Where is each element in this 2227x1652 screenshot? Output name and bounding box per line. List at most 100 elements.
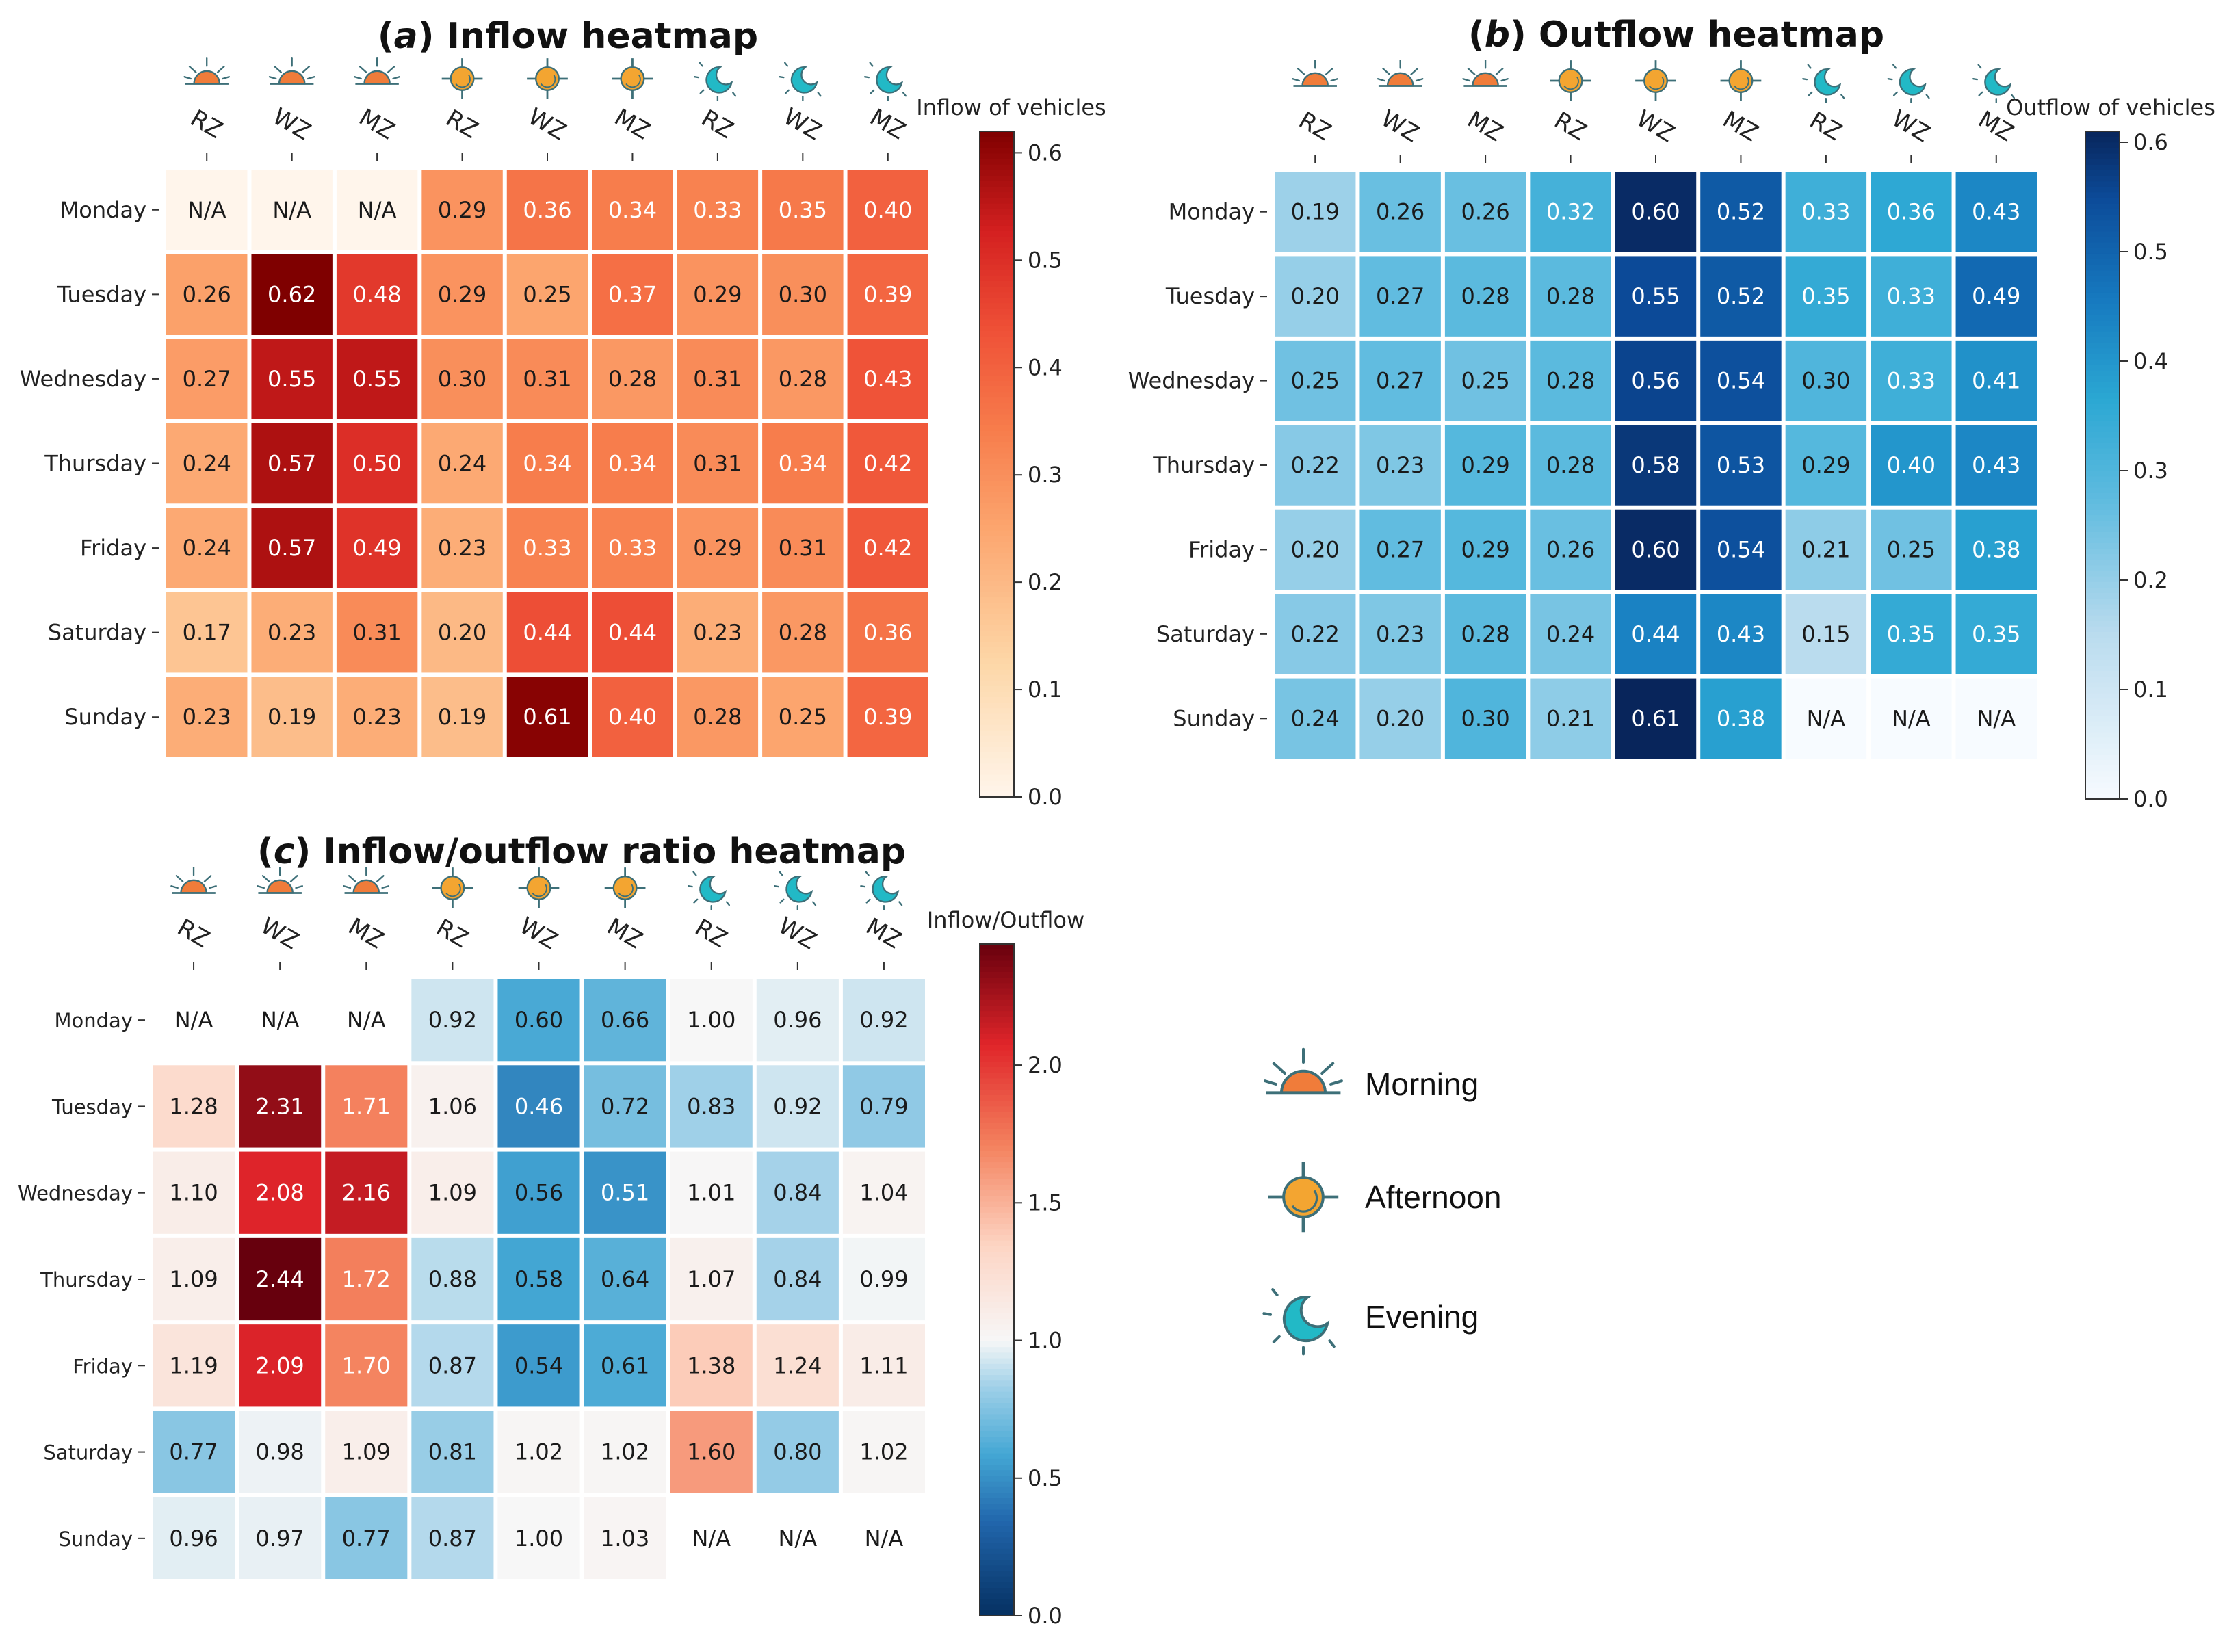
heatmap-cell (1530, 340, 1611, 421)
cell-value: 0.15 (1801, 621, 1850, 647)
cell-value: 0.34 (608, 451, 657, 477)
cell-value: 0.24 (1291, 705, 1340, 731)
sun-shade (1734, 76, 1749, 90)
heatmap-cell (1275, 256, 1356, 337)
heatmap-cell (1955, 340, 2037, 421)
colorbar-step (980, 1565, 1014, 1572)
colorbar-step (2085, 615, 2120, 622)
colorbar-step (2085, 515, 2120, 522)
heatmap-cell (166, 592, 248, 673)
row-label: Thursday (40, 1268, 133, 1292)
colorbar-step (980, 358, 1014, 365)
heatmap-cell (1785, 172, 1867, 252)
heatmap-cell (1955, 256, 2037, 337)
cell-value: 0.21 (1546, 705, 1595, 731)
colorbar-step (980, 680, 1014, 687)
colorbar-step (980, 1504, 1014, 1510)
colorbar-step (980, 1017, 1014, 1023)
cell-value: 0.23 (693, 620, 742, 646)
cell-value: 0.25 (523, 281, 571, 307)
colorbar-step (2085, 576, 2120, 583)
moon-tick (774, 885, 780, 888)
colorbar-step (2085, 359, 2120, 366)
colorbar-step (980, 1089, 1014, 1096)
heatmap-cell (506, 508, 588, 588)
colorbar-step (980, 1274, 1014, 1281)
column-label: WZ (1377, 105, 1424, 148)
colorbar-step (980, 430, 1014, 437)
cell-value: 1.03 (601, 1525, 649, 1551)
heatmap-cell (1530, 678, 1611, 759)
heatmap-cell (677, 254, 759, 335)
colorbar-step (980, 348, 1014, 354)
cell-value: 0.30 (1801, 368, 1850, 394)
colorbar-label: Inflow of vehicles (916, 94, 1106, 120)
colorbar-step (2085, 503, 2120, 510)
heatmap-cell (592, 592, 673, 673)
cell-value: 0.33 (1801, 199, 1850, 225)
cell-value: 0.29 (693, 281, 742, 307)
colorbar-step (2085, 420, 2120, 427)
colorbar-step (980, 403, 1014, 410)
colorbar-step (980, 1285, 1014, 1292)
colorbar-step (980, 198, 1014, 205)
heatmap-cell (336, 339, 418, 419)
sun-ray (1495, 68, 1504, 75)
colorbar-step (2085, 510, 2120, 516)
heatmap-cell (847, 170, 928, 250)
heatmap-cell (336, 423, 418, 504)
heatmap-cell (1700, 256, 1782, 337)
moon-tick (784, 89, 790, 94)
colorbar-step (2085, 164, 2120, 171)
cell-value: 0.24 (183, 451, 231, 477)
heatmap-cell (756, 1237, 839, 1321)
colorbar-tick-label: 0.3 (1028, 462, 1063, 488)
colorbar-step (2085, 765, 2120, 772)
colorbar-step (980, 187, 1014, 193)
afternoon-icon (1720, 60, 1762, 101)
sun-ray (1330, 78, 1339, 82)
colorbar-step (980, 1129, 1014, 1136)
colorbar: 0.0 0.1 0.2 0.3 0.4 0.5 0.6 Inflow of vehicles (916, 94, 1106, 810)
heatmap-cell (251, 508, 333, 588)
heatmap-cell (842, 1411, 925, 1493)
cell-value: 2.44 (256, 1266, 304, 1292)
heatmap-cell (497, 1497, 580, 1579)
colorbar-step (2085, 626, 2120, 633)
colorbar-step (980, 697, 1014, 703)
colorbar-step (980, 1481, 1014, 1488)
cell-value: 0.29 (1801, 452, 1850, 478)
cell-value: N/A (779, 1525, 818, 1551)
morning-icon (343, 866, 390, 894)
colorbar-step (980, 1168, 1014, 1175)
colorbar-step (2085, 337, 2120, 343)
colorbar-step (980, 270, 1014, 276)
cell-value: 0.43 (1972, 199, 2020, 225)
colorbar-step (980, 480, 1014, 487)
cell-value: 0.31 (352, 620, 401, 646)
cell-value: 0.19 (438, 704, 486, 730)
moon-tick (869, 62, 874, 67)
heatmap-cell (239, 979, 322, 1062)
colorbar-step (980, 503, 1014, 510)
colorbar-step (980, 530, 1014, 537)
cell-value: 0.42 (863, 535, 912, 561)
colorbar-step (980, 1106, 1014, 1113)
heatmap-cell (1444, 594, 1526, 674)
cell-value: 1.28 (169, 1093, 218, 1119)
heatmap-cell (670, 979, 753, 1062)
sun-ray (289, 875, 298, 882)
evening-icon (1972, 64, 2016, 103)
colorbar-step (2085, 281, 2120, 288)
cell-value: 0.96 (773, 1007, 822, 1033)
heatmap-cell (670, 1497, 753, 1579)
heatmap-cell (166, 677, 248, 757)
sun-ray (203, 875, 212, 882)
heatmap-cell (1955, 425, 2037, 506)
heatmap-cell (1359, 509, 1441, 590)
colorbar-step (2085, 176, 2120, 182)
sun-shade (625, 74, 641, 88)
heatmap-cell (762, 508, 844, 588)
heatmap-cell (153, 1065, 235, 1148)
title-paren: ) (418, 16, 434, 57)
